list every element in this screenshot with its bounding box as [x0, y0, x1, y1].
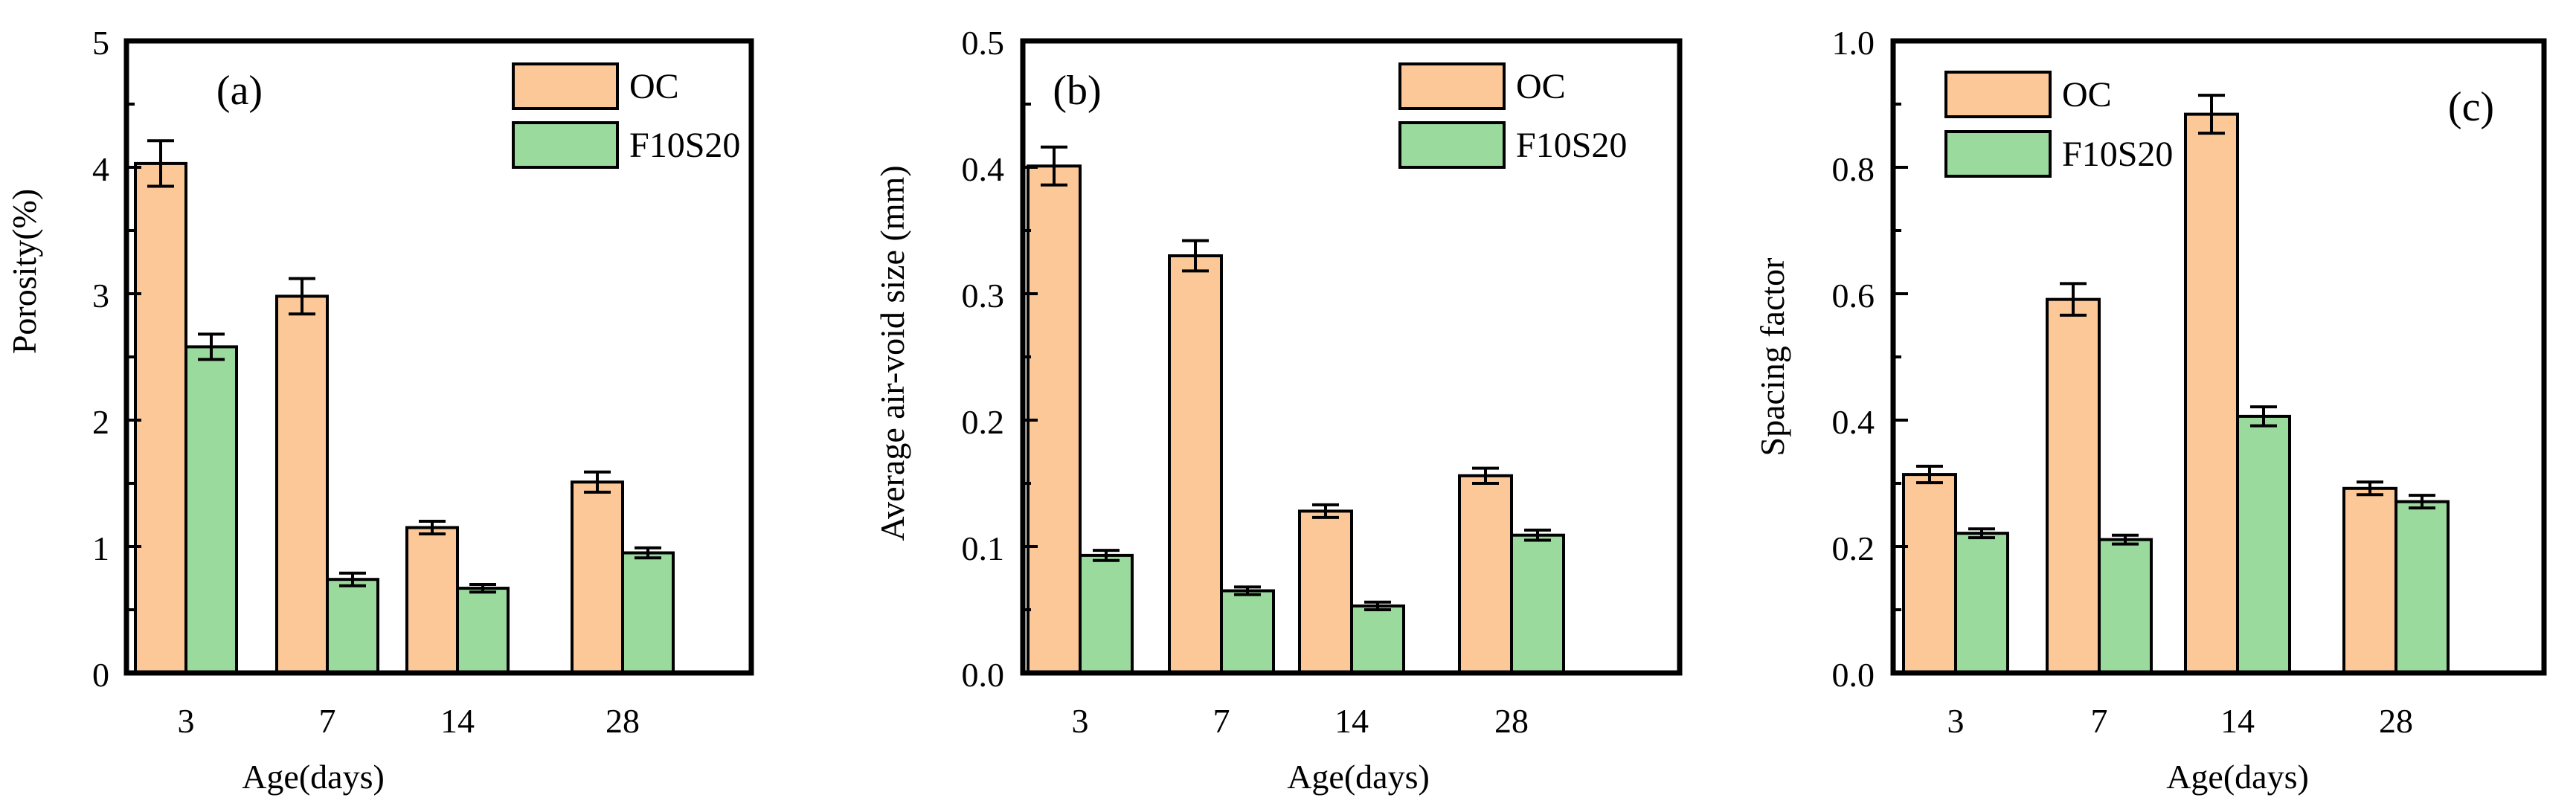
bar-f10s20-28: [621, 551, 675, 674]
bar-f10s20-7: [1220, 589, 1275, 674]
panel-label: (b): [1053, 68, 1101, 114]
bar-oc-3: [1902, 473, 1957, 674]
legend-swatch-f10s20: [1398, 121, 1506, 169]
y-tick-label: 0: [92, 656, 109, 694]
x-tick-label: 28: [1494, 702, 1529, 740]
legend: OC F10S20: [1398, 62, 1627, 169]
panel-a: Porosity(%) Age(days) (a) 0 1 2 3 4 5 3 …: [5, 24, 740, 796]
bar-f10s20-3: [184, 345, 238, 674]
bar-oc-3: [134, 161, 187, 674]
bar-f10s20-28: [2394, 500, 2450, 675]
legend-swatch-oc: [1398, 62, 1506, 110]
x-tick-label: 3: [1072, 702, 1089, 740]
bar-oc-7: [2046, 297, 2101, 674]
y-tick-label: 0.0: [962, 656, 1005, 694]
panel-label: (a): [216, 68, 263, 114]
x-tick-label: 14: [2220, 702, 2255, 740]
y-tick-label: 0.4: [1832, 403, 1875, 441]
y-tick-label: 0.4: [962, 150, 1005, 188]
y-tick-label: 0.8: [1832, 150, 1875, 188]
bar-f10s20-3: [1954, 532, 2009, 675]
y-tick-label: 3: [92, 277, 109, 315]
legend-label: F10S20: [629, 126, 740, 165]
y-tick-label: 0.2: [1832, 529, 1875, 567]
x-tick-label: 28: [2379, 702, 2413, 740]
y-tick-label: 0.6: [1832, 277, 1875, 315]
legend-label: OC: [629, 67, 679, 106]
bar-oc-14: [405, 526, 459, 674]
bar-f10s20-7: [326, 578, 379, 675]
y-tick-label: 1: [92, 529, 109, 567]
y-tick-label: 4: [92, 150, 109, 188]
bar-oc-28: [1458, 474, 1513, 674]
x-axis-title: Age(days): [2166, 758, 2309, 796]
bar-f10s20-14: [1350, 604, 1405, 675]
legend-swatch-f10s20: [1944, 130, 2052, 178]
bar-oc-28: [571, 480, 624, 674]
legend-swatch-oc: [512, 62, 619, 110]
y-tick-label: 0.5: [962, 24, 1005, 62]
y-axis-title: Spacing factor: [1753, 258, 1791, 457]
panel-c: Spacing factor Age(days) (c) 0.0 0.2 0.4…: [1753, 24, 2494, 796]
legend-swatch-f10s20: [512, 121, 619, 169]
bar-oc-28: [2342, 486, 2397, 674]
bar-oc-14: [1298, 509, 1353, 675]
x-tick-label: 7: [319, 702, 336, 740]
x-tick-label: 14: [1334, 702, 1369, 740]
legend: OC F10S20: [1944, 71, 2173, 178]
y-tick-label: 2: [92, 403, 109, 441]
bar-oc-7: [275, 294, 329, 674]
panel-label: (c): [2448, 84, 2494, 130]
bar-oc-14: [2184, 112, 2239, 675]
x-tick-label: 7: [2091, 702, 2108, 740]
legend: OC F10S20: [512, 62, 740, 169]
x-tick-label: 14: [440, 702, 475, 740]
bar-f10s20-7: [2098, 538, 2153, 675]
x-tick-label: 3: [178, 702, 195, 740]
legend-label: OC: [1516, 67, 1566, 106]
chart-marks: [123, 38, 2547, 676]
y-tick-label: 0.2: [962, 403, 1005, 441]
panel-b: Average air-void size (mm) Age(days) (b)…: [873, 24, 1627, 796]
y-tick-label: 0.0: [1832, 656, 1875, 694]
y-tick-label: 1.0: [1832, 24, 1875, 62]
x-tick-label: 7: [1213, 702, 1230, 740]
y-tick-label: 0.1: [962, 529, 1005, 567]
bar-f10s20-28: [1510, 533, 1565, 675]
bar-f10s20-3: [1079, 553, 1134, 675]
legend-label: F10S20: [1516, 126, 1627, 165]
x-tick-label: 3: [1947, 702, 1965, 740]
y-axis-title: Porosity(%): [5, 189, 43, 354]
y-tick-label: 5: [92, 24, 109, 62]
plot-frame: [1890, 38, 2547, 676]
plot-frame: [1020, 38, 1683, 676]
bar-f10s20-14: [2236, 414, 2291, 675]
legend-swatch-oc: [1944, 71, 2052, 118]
x-axis-title: Age(days): [242, 758, 385, 796]
y-axis-title: Average air-void size (mm): [873, 165, 911, 541]
y-tick-label: 0.3: [962, 277, 1005, 315]
plot-frame: [123, 38, 754, 676]
legend-label: F10S20: [2062, 135, 2173, 174]
bar-f10s20-14: [456, 587, 510, 674]
x-tick-label: 28: [606, 702, 640, 740]
legend-label: OC: [2062, 75, 2112, 115]
bar-oc-7: [1168, 254, 1223, 674]
x-axis-title: Age(days): [1287, 758, 1430, 796]
